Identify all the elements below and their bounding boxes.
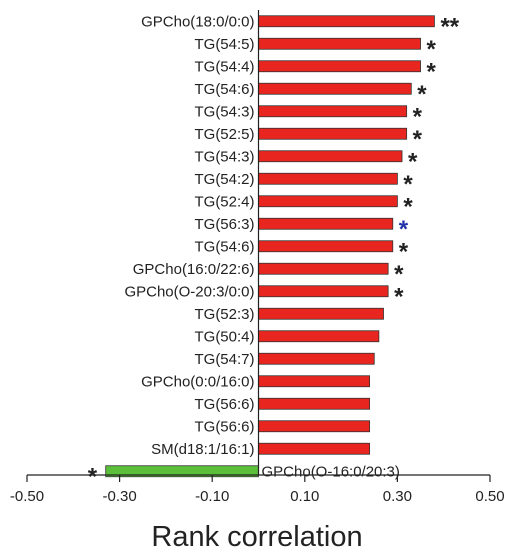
- category-label: TG(54:3): [194, 148, 254, 165]
- category-label: TG(54:6): [194, 238, 254, 255]
- x-tick-label: -0.30: [102, 488, 136, 505]
- category-label-group: GPCho(18:0/0:0) TG(54:5) TG(54:4) TG(54:6) T…: [124, 13, 399, 480]
- bar: [258, 195, 398, 208]
- bar: [258, 60, 421, 73]
- significance-marker: *: [413, 126, 423, 153]
- category-label: TG(52:5): [194, 126, 254, 143]
- bar: [258, 105, 408, 118]
- significance-marker: *: [417, 81, 427, 108]
- x-tick-label: -0.10: [195, 488, 229, 505]
- bar: [258, 375, 371, 388]
- bar: [258, 172, 398, 185]
- significance-marker: *: [403, 171, 413, 198]
- x-tick-label: 0.50: [475, 488, 504, 505]
- significance-marker: *: [88, 463, 98, 490]
- category-label: GPCho(O-16:0/20:3): [262, 463, 400, 480]
- bar: [258, 240, 394, 253]
- bar: [258, 37, 421, 50]
- category-label: TG(50:4): [194, 328, 254, 345]
- significance-marker: *: [394, 283, 404, 310]
- category-label: SM(d18:1/16:1): [151, 441, 254, 458]
- category-label: TG(54:7): [194, 351, 254, 368]
- bar: [258, 285, 389, 298]
- x-tick-label: -0.50: [10, 488, 44, 505]
- significance-marker: *: [408, 148, 418, 175]
- category-label: TG(52:4): [194, 193, 254, 210]
- bar: [258, 262, 389, 275]
- category-label: TG(54:2): [194, 171, 254, 188]
- bar: [258, 397, 371, 410]
- category-label: TG(52:3): [194, 306, 254, 323]
- category-label: TG(56:3): [194, 216, 254, 233]
- category-label: TG(54:3): [194, 103, 254, 120]
- bar: [258, 217, 394, 230]
- significance-marker: *: [394, 261, 404, 288]
- category-label: GPCho(O-20:3/0:0): [124, 283, 254, 300]
- category-label: TG(54:5): [194, 36, 254, 53]
- category-label: GPCho(0:0/16:0): [141, 373, 254, 390]
- bar: [258, 127, 408, 140]
- bar: [258, 420, 371, 433]
- significance-marker: *: [399, 216, 409, 243]
- significance-marker: *: [399, 238, 409, 265]
- category-label: GPCho(18:0/0:0): [141, 13, 254, 30]
- x-tick-label: 0.10: [290, 488, 319, 505]
- significance-marker: **: [440, 13, 459, 40]
- x-axis-title: Rank correlation: [151, 521, 362, 553]
- bar: [258, 330, 380, 343]
- significance-marker-group: ***************: [88, 13, 460, 490]
- bar: [258, 442, 371, 455]
- category-label: GPCho(16:0/22:6): [133, 261, 255, 278]
- category-label: TG(56:6): [194, 396, 254, 413]
- significance-marker: *: [427, 58, 437, 85]
- bar-group: [105, 15, 435, 478]
- category-label: TG(54:4): [194, 58, 254, 75]
- bar: [258, 150, 403, 163]
- x-axis-tick-group: -0.50 -0.30 -0.10 0.10 0.30 0.50: [10, 475, 505, 505]
- significance-marker: *: [427, 36, 437, 63]
- bar: [258, 15, 435, 28]
- category-label: TG(54:6): [194, 81, 254, 98]
- significance-marker: *: [413, 103, 423, 130]
- x-tick-label: 0.30: [383, 488, 412, 505]
- bar: [258, 82, 412, 95]
- category-label: TG(56:6): [194, 418, 254, 435]
- bar: [258, 352, 375, 365]
- bar: [258, 307, 384, 320]
- significance-marker: *: [403, 193, 413, 220]
